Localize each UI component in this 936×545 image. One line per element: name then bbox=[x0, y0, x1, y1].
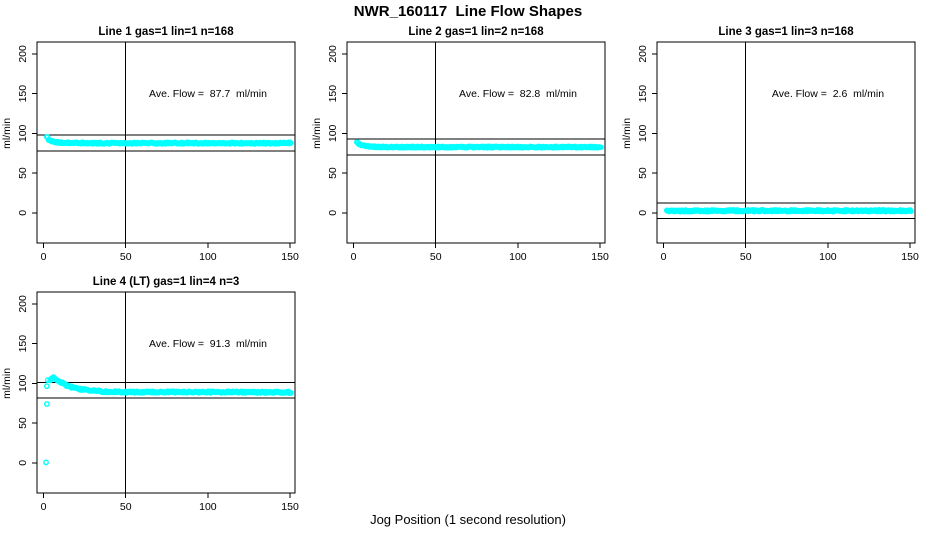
plot-box bbox=[36, 291, 296, 494]
plot-box bbox=[656, 41, 916, 244]
y-tick-label: 0 bbox=[327, 210, 339, 216]
plot-box bbox=[36, 41, 296, 244]
y-tick-label: 100 bbox=[17, 124, 29, 142]
x-tick-label: 100 bbox=[199, 501, 217, 513]
y-tick-label: 50 bbox=[327, 167, 339, 179]
y-tick-label: 150 bbox=[327, 85, 339, 103]
y-axis-label: ml/min bbox=[1, 118, 13, 149]
chart-main-title: NWR_160117 Line Flow Shapes bbox=[354, 3, 582, 20]
x-tick-label: 50 bbox=[120, 501, 132, 513]
x-tick-label: 0 bbox=[351, 251, 357, 263]
panel-title: Line 2 gas=1 lin=2 n=168 bbox=[408, 26, 544, 38]
y-tick-label: 200 bbox=[17, 45, 29, 63]
outlier-point bbox=[43, 459, 49, 466]
y-tick-label: 50 bbox=[637, 167, 649, 179]
y-axis-label: ml/min bbox=[311, 118, 323, 149]
x-tick-label: 150 bbox=[281, 251, 299, 263]
panel-line-1: Line 1 gas=1 lin=1 n=168 Ave. Flow = 87.7… bbox=[1, 26, 299, 263]
scatter-series bbox=[43, 133, 294, 147]
x-tick-label: 0 bbox=[661, 251, 667, 263]
panel-line-4: Line 4 (LT) gas=1 lin=4 n=3 Ave. Flow = 9… bbox=[1, 276, 299, 513]
x-tick-label: 0 bbox=[41, 251, 47, 263]
x-tick-label: 150 bbox=[591, 251, 609, 263]
panel-title: Line 3 gas=1 lin=3 n=168 bbox=[718, 26, 854, 38]
scatter-series bbox=[43, 374, 294, 466]
x-tick-label: 100 bbox=[199, 251, 217, 263]
outlier-point bbox=[44, 377, 51, 384]
y-axis-label: ml/min bbox=[621, 118, 633, 149]
ave-flow-annotation: Ave. Flow = 82.8 ml/min bbox=[459, 88, 577, 100]
x-tick-label: 50 bbox=[430, 251, 442, 263]
x-tick-label: 150 bbox=[281, 501, 299, 513]
x-tick-label: 50 bbox=[740, 251, 752, 263]
x-tick-label: 150 bbox=[901, 251, 919, 263]
y-tick-label: 100 bbox=[17, 374, 29, 392]
y-tick-label: 100 bbox=[327, 124, 339, 142]
x-tick-label: 100 bbox=[509, 251, 527, 263]
panel-title: Line 1 gas=1 lin=1 n=168 bbox=[98, 26, 234, 38]
y-tick-label: 200 bbox=[327, 45, 339, 63]
ave-flow-annotation: Ave. Flow = 2.6 ml/min bbox=[772, 88, 884, 100]
scatter-series bbox=[663, 207, 914, 215]
outlier-point bbox=[43, 401, 50, 407]
x-tick-label: 50 bbox=[120, 251, 132, 263]
x-tick-label: 0 bbox=[41, 501, 47, 513]
y-tick-label: 50 bbox=[17, 167, 29, 179]
ave-flow-annotation: Ave. Flow = 91.3 ml/min bbox=[149, 338, 267, 350]
y-tick-label: 0 bbox=[637, 210, 649, 216]
scatter-series bbox=[353, 139, 604, 151]
y-tick-label: 150 bbox=[17, 335, 29, 353]
y-tick-label: 200 bbox=[637, 45, 649, 63]
data-point bbox=[597, 144, 604, 151]
y-axis-label: ml/min bbox=[1, 368, 13, 399]
y-tick-label: 150 bbox=[17, 85, 29, 103]
y-tick-label: 150 bbox=[637, 85, 649, 103]
outlier-point bbox=[43, 383, 50, 390]
data-point bbox=[907, 208, 914, 215]
y-tick-label: 0 bbox=[17, 460, 29, 466]
plot-box bbox=[346, 41, 606, 244]
y-tick-label: 50 bbox=[17, 417, 29, 429]
chart-x-axis-label: Jog Position (1 second resolution) bbox=[370, 512, 566, 527]
panel-line-3: Line 3 gas=1 lin=3 n=168 Ave. Flow = 2.6 … bbox=[621, 26, 919, 263]
panel-title: Line 4 (LT) gas=1 lin=4 n=3 bbox=[93, 276, 239, 288]
panel-line-2: Line 2 gas=1 lin=2 n=168 Ave. Flow = 82.8… bbox=[311, 26, 609, 263]
data-point bbox=[287, 389, 294, 396]
x-tick-label: 100 bbox=[819, 251, 837, 263]
ave-flow-annotation: Ave. Flow = 87.7 ml/min bbox=[149, 88, 267, 100]
data-point bbox=[287, 140, 294, 146]
y-tick-label: 200 bbox=[17, 295, 29, 313]
y-tick-label: 100 bbox=[637, 124, 649, 142]
y-tick-label: 0 bbox=[17, 210, 29, 216]
